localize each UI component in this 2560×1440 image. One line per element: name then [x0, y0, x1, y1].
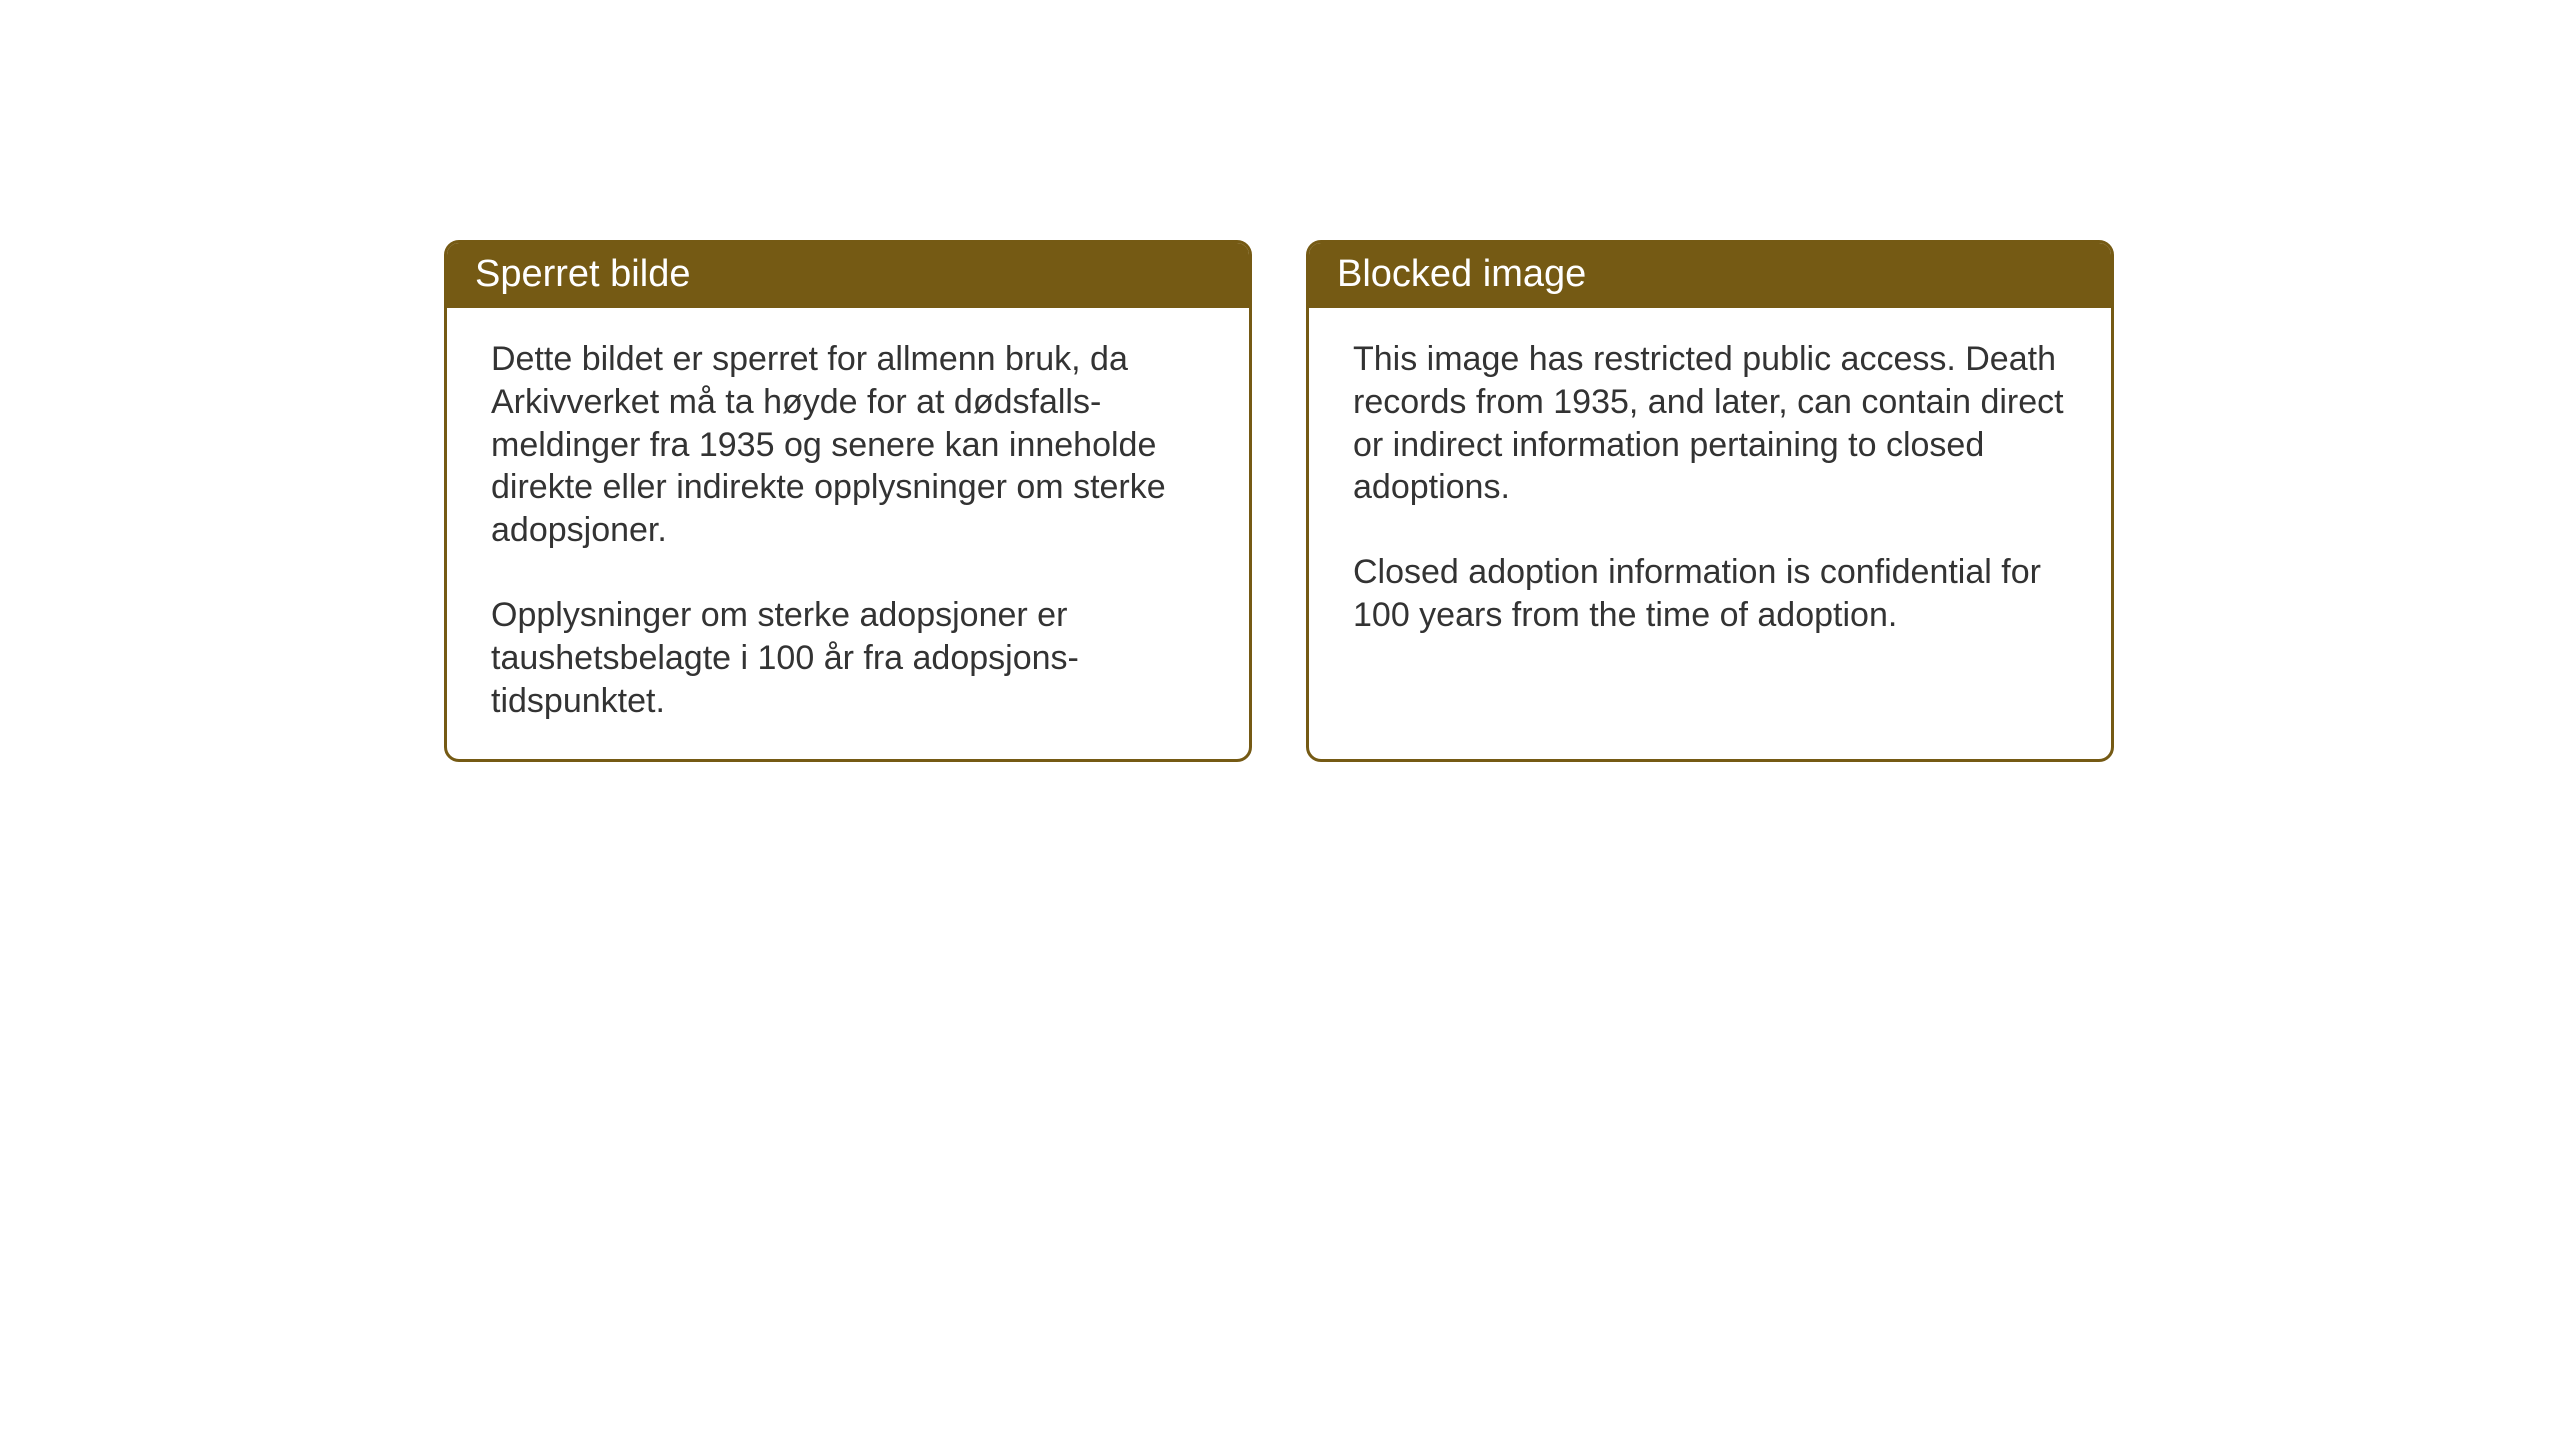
- card-paragraph-1-english: This image has restricted public access.…: [1353, 338, 2067, 509]
- card-norwegian: Sperret bilde Dette bildet er sperret fo…: [444, 240, 1252, 762]
- card-paragraph-2-english: Closed adoption information is confident…: [1353, 551, 2067, 637]
- cards-container: Sperret bilde Dette bildet er sperret fo…: [444, 240, 2114, 762]
- card-paragraph-1-norwegian: Dette bildet er sperret for allmenn bruk…: [491, 338, 1205, 552]
- card-body-english: This image has restricted public access.…: [1309, 308, 2111, 737]
- card-body-norwegian: Dette bildet er sperret for allmenn bruk…: [447, 308, 1249, 759]
- card-paragraph-2-norwegian: Opplysninger om sterke adopsjoner er tau…: [491, 594, 1205, 722]
- card-english: Blocked image This image has restricted …: [1306, 240, 2114, 762]
- card-header-english: Blocked image: [1309, 243, 2111, 308]
- card-header-norwegian: Sperret bilde: [447, 243, 1249, 308]
